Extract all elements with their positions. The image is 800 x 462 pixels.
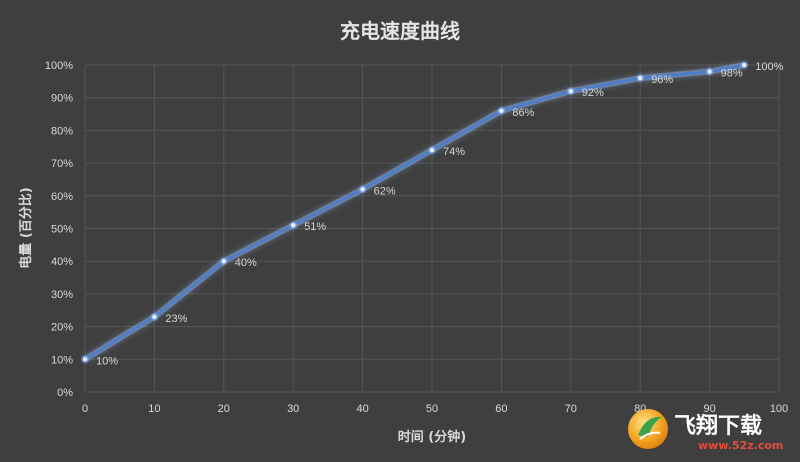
- y-tick-label: 30%: [51, 289, 73, 301]
- x-tick-label: 60: [495, 403, 507, 415]
- x-axis-ticks: 0 10 20 30 40 50 60 70 80 90 100: [82, 403, 788, 415]
- data-label: 98%: [721, 68, 743, 80]
- data-point: [221, 259, 226, 264]
- chart-title: 充电速度曲线: [340, 19, 460, 43]
- data-label: 96%: [651, 74, 673, 86]
- data-label: 51%: [304, 221, 326, 233]
- data-point: [638, 75, 643, 81]
- x-tick-label: 30: [287, 403, 299, 415]
- data-point: [152, 314, 157, 319]
- leaf-icon: [638, 416, 662, 437]
- x-tick-label: 50: [426, 403, 438, 415]
- y-tick-label: 80%: [51, 125, 73, 137]
- y-tick-label: 90%: [51, 93, 73, 105]
- data-label: 74%: [443, 146, 465, 158]
- y-tick-label: 40%: [51, 256, 73, 268]
- data-point: [742, 62, 747, 68]
- x-tick-label: 0: [82, 403, 88, 415]
- grid-lines: [84, 64, 780, 393]
- data-label: 92%: [582, 87, 604, 99]
- x-tick-label: 20: [218, 403, 230, 415]
- y-tick-label: 70%: [51, 158, 73, 170]
- data-point: [499, 108, 504, 113]
- y-tick-label: 50%: [51, 224, 73, 236]
- y-tick-label: 100%: [45, 60, 73, 72]
- data-label: 10%: [96, 355, 118, 367]
- watermark-logo: 飞翔下载 www.52z.com: [628, 409, 783, 452]
- x-axis-title: 时间 (分钟): [398, 429, 466, 445]
- y-tick-label: 10%: [51, 354, 73, 366]
- x-tick-label: 40: [356, 403, 368, 415]
- y-tick-label: 0%: [57, 387, 73, 399]
- x-tick-label: 70: [565, 403, 577, 415]
- y-axis-ticks: 0% 10% 20% 30% 40% 50% 60% 70% 80% 90% 100%: [45, 60, 73, 399]
- y-axis-title: 电量 (百分比): [18, 187, 34, 268]
- data-point: [568, 88, 573, 94]
- data-point: [82, 357, 88, 362]
- x-tick-label: 100: [770, 403, 788, 415]
- watermark-brand: 飞翔下载: [674, 413, 762, 439]
- x-tick-label: 10: [148, 403, 160, 415]
- y-tick-label: 20%: [51, 322, 73, 334]
- data-label: 100%: [755, 61, 783, 73]
- data-label: 62%: [374, 185, 396, 197]
- x-tick-label: 90: [703, 403, 715, 415]
- data-point: [707, 69, 712, 74]
- data-point: [291, 223, 296, 228]
- data-label: 23%: [165, 313, 187, 325]
- series-charging: 10% 23% 40% 51% 62% 74% 86% 92% 96% 98% 100%: [81, 61, 784, 367]
- data-point: [360, 187, 365, 192]
- y-tick-label: 60%: [51, 191, 73, 203]
- data-point: [429, 147, 435, 153]
- watermark-url: www.52z.com: [698, 439, 783, 452]
- data-label: 40%: [235, 257, 257, 269]
- data-label: 86%: [512, 107, 534, 119]
